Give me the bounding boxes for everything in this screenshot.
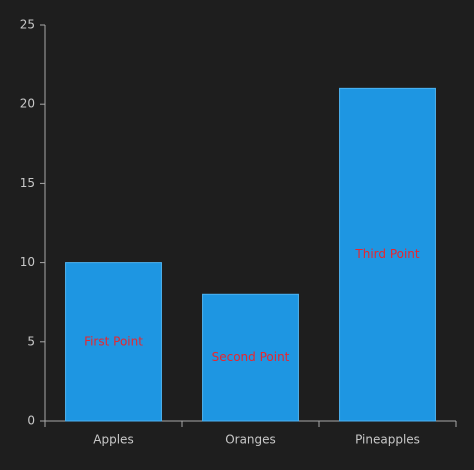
y-tick-label: 20 — [20, 97, 35, 111]
x-tick-label: Pineapples — [355, 433, 420, 447]
point-label: First Point — [84, 334, 143, 348]
bar — [65, 262, 162, 422]
y-tick-label: 25 — [20, 18, 35, 32]
y-tick-label: 0 — [27, 414, 35, 428]
point-label: Second Point — [212, 350, 290, 364]
x-tick-label: Apples — [93, 433, 133, 447]
y-tick-label: 10 — [20, 255, 35, 269]
point-label: Third Point — [354, 247, 420, 261]
bar — [339, 87, 436, 422]
x-tick-label: Oranges — [225, 433, 276, 447]
bar — [202, 293, 299, 422]
y-tick-label: 15 — [20, 176, 35, 190]
y-tick-label: 5 — [27, 334, 35, 348]
